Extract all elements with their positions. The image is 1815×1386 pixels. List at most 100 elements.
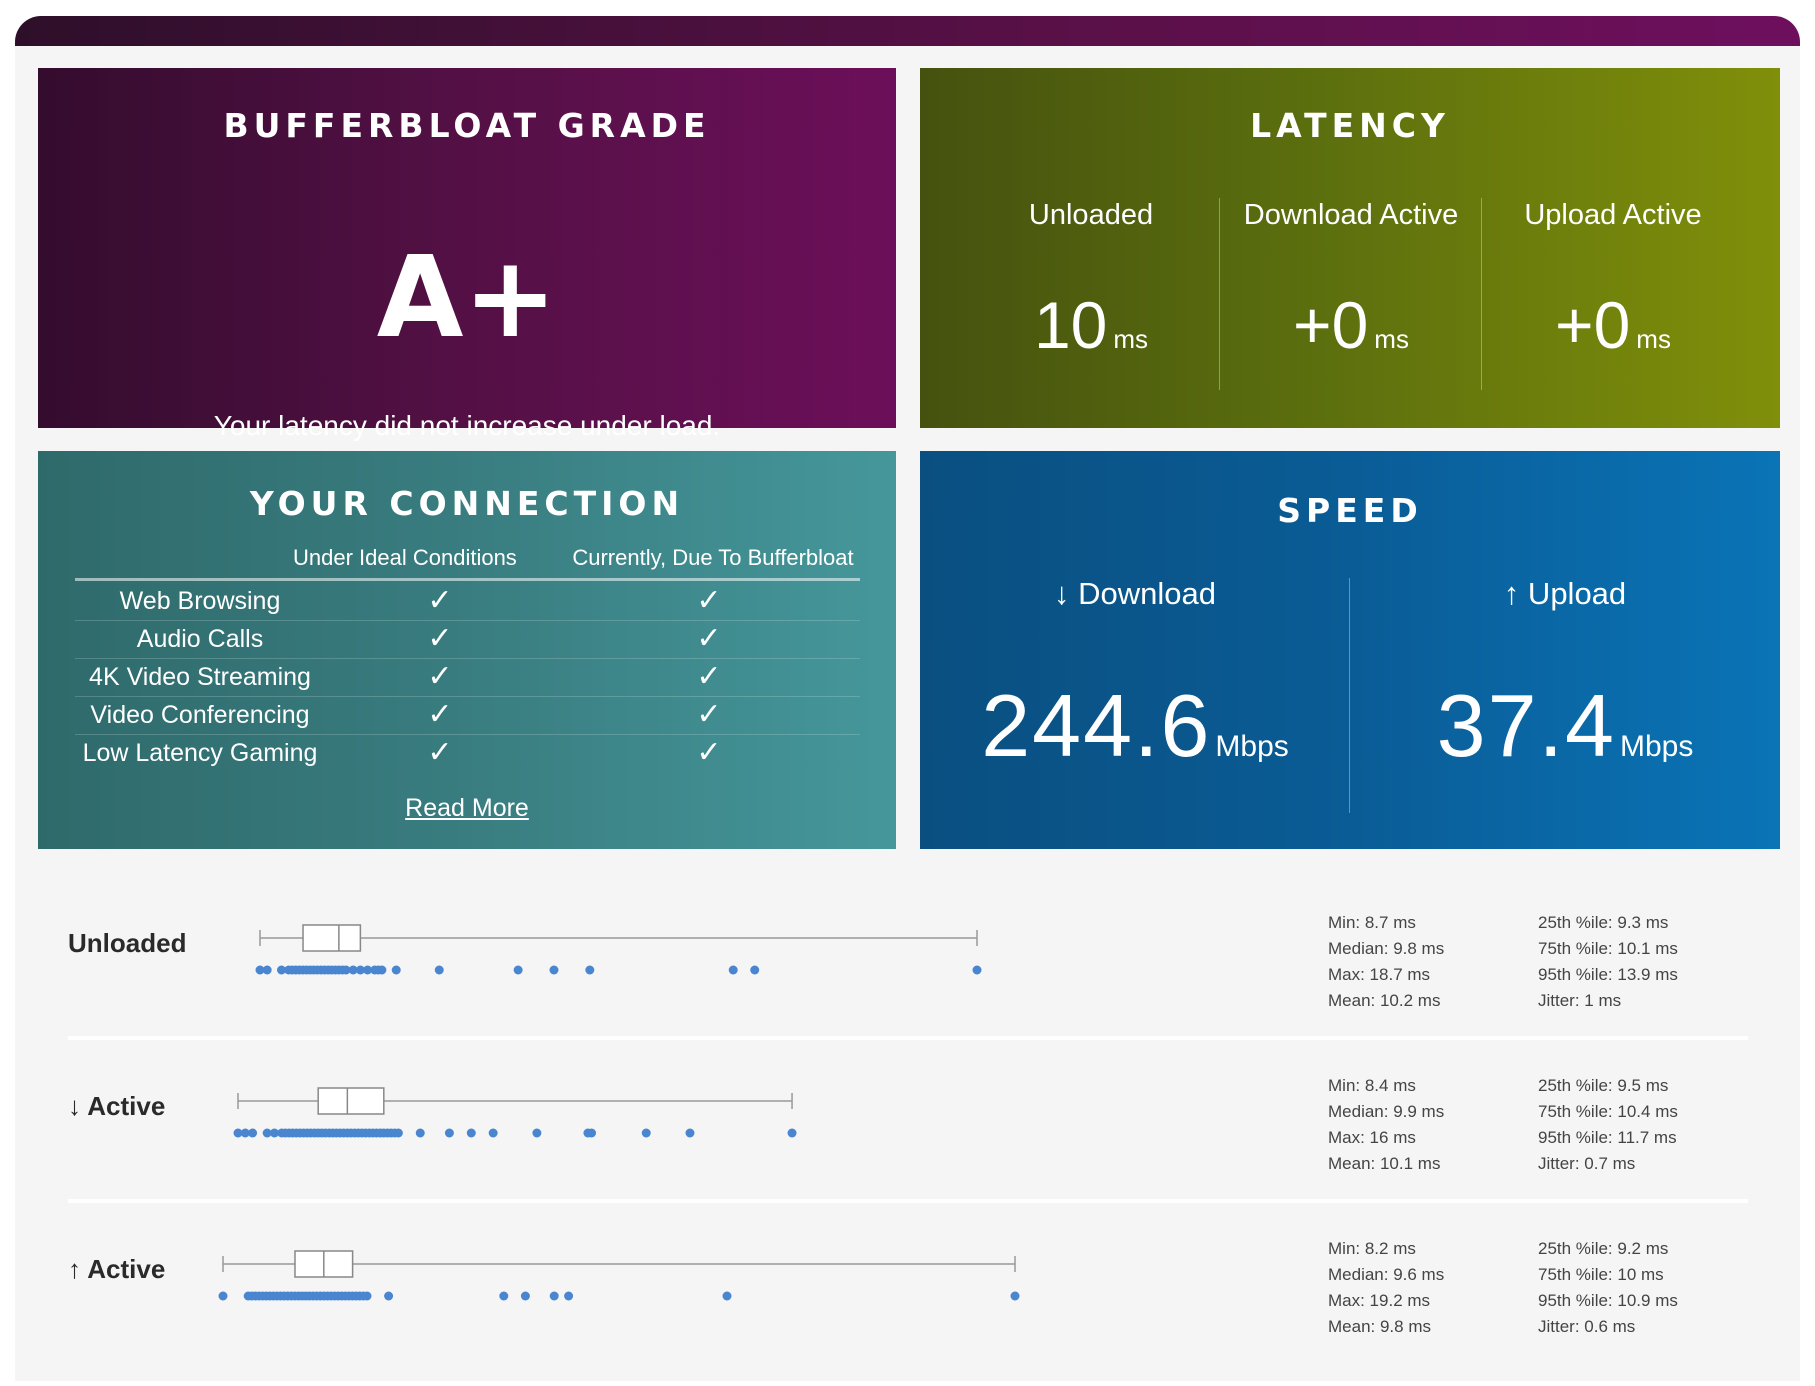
stat-p75: 75th %ile: 10.4 ms [1538,1102,1678,1121]
stat-label: Unloaded [68,928,187,958]
stat-col-left: Min: 8.7 ms Median: 9.8 ms Max: 18.7 ms … [1328,910,1444,1014]
latency-download-active: Download Active +0 ms [1220,198,1482,372]
latency-divider [1481,198,1482,390]
ideal-conditions-header: Under Ideal Conditions [293,545,517,570]
sample-dot [218,1291,228,1301]
latency-divider [1219,198,1220,390]
sample-dot [377,965,387,975]
stat-p25: 25th %ile: 9.2 ms [1538,1239,1669,1258]
iqr-box [317,1087,385,1115]
latency-unloaded: Unloaded 10 ms [960,198,1222,372]
connection-row-name: Web Browsing [119,587,281,615]
sample-dot [532,1128,542,1138]
stats-separator [68,1036,1748,1040]
stat-jitter: Jitter: 0.6 ms [1538,1317,1636,1336]
stat-min: Min: 8.7 ms [1328,913,1416,932]
sample-dot [233,1128,243,1138]
upload-label: ↑ Upload [1503,576,1627,611]
speed-title: SPEED [1277,491,1423,530]
stat-min: Min: 8.2 ms [1328,1239,1416,1258]
latency-unloaded-number: 10 [1033,288,1108,362]
stat-max: Max: 19.2 ms [1328,1291,1431,1310]
sample-dot [255,965,265,975]
stat-p95: 95th %ile: 10.9 ms [1538,1291,1678,1310]
connection-row-name: 4K Video Streaming [89,663,311,691]
download-number: 244.6 [981,676,1212,775]
latency-download-label: Download Active [1243,199,1459,231]
latency-upload-number: +0 [1555,288,1631,362]
sample-dot [363,965,373,975]
stat-p75: 75th %ile: 10.1 ms [1538,939,1678,958]
latency-unloaded-unit: ms [1113,324,1149,354]
sample-dot [355,965,365,975]
sample-dot [549,965,559,975]
upload-unit: Mbps [1619,730,1694,763]
latency-upload-label: Upload Active [1524,199,1702,231]
stat-median: Median: 9.9 ms [1328,1102,1445,1121]
grade-title: BUFFERBLOAT GRADE [223,106,711,145]
latency-title: LATENCY [1250,106,1450,145]
sample-dot [434,965,444,975]
sample-dot [972,965,982,975]
connection-row-name: Audio Calls [136,625,264,653]
stat-median: Median: 9.6 ms [1328,1265,1445,1284]
sample-dot [499,1291,509,1301]
stat-p95: 95th %ile: 13.9 ms [1538,965,1678,984]
sample-dot [587,1128,597,1138]
stat-col-right: 25th %ile: 9.3 ms 75th %ile: 10.1 ms 95t… [1538,910,1678,1014]
connection-row: 4K Video Streaming ✓ ✓ [75,658,860,697]
connection-header-rule [75,578,860,581]
sample-dot [520,1291,530,1301]
sample-dot [269,1128,279,1138]
stat-min: Min: 8.4 ms [1328,1076,1416,1095]
stat-p95: 95th %ile: 11.7 ms [1538,1128,1677,1147]
upload-number: 37.4 [1436,676,1616,775]
stat-jitter: Jitter: 0.7 ms [1538,1154,1636,1173]
stat-mean: Mean: 10.2 ms [1328,991,1441,1010]
check-icon: ✓ [696,621,722,656]
stats-separator [68,1199,1748,1203]
read-more-link[interactable]: Read More [405,794,529,822]
stat-col-right: 25th %ile: 9.5 ms 75th %ile: 10.4 ms 95t… [1538,1073,1678,1177]
sample-dot [1010,1291,1020,1301]
check-icon: ✓ [427,583,453,618]
sample-dot [585,965,595,975]
latency-unloaded-value: 10 ms [960,292,1222,372]
stat-mean: Mean: 10.1 ms [1328,1154,1441,1173]
boxplot-download-active [233,1087,797,1138]
sample-dot [348,965,358,975]
download-unit: Mbps [1215,730,1289,763]
check-icon: ✓ [427,659,453,694]
latency-upload-unit: ms [1636,324,1671,354]
sample-dot [549,1291,559,1301]
connection-row-name: Low Latency Gaming [82,739,318,767]
upload-speed: ↑ Upload 37.4 Mbps [1350,576,1780,791]
stat-label: ↑ Active [68,1254,166,1284]
latency-stats-upload-active: ↑ Active Min: 8.2 ms Median: 9.6 ms Max:… [38,1226,1778,1386]
check-icon: ✓ [696,659,722,694]
check-icon: ✓ [427,621,453,656]
download-label: ↓ Download [1054,576,1216,611]
sample-dot [415,1128,425,1138]
stat-p75: 75th %ile: 10 ms [1538,1265,1664,1284]
sample-dot [240,1128,250,1138]
check-icon: ✓ [427,697,453,732]
bufferbloat-grade-card: BUFFERBLOAT GRADE A+ Your latency did no… [38,68,896,441]
latency-upload-active: Upload Active +0 ms [1482,198,1744,372]
latency-upload-value: +0 ms [1482,292,1744,372]
sample-dot [564,1291,574,1301]
latency-card: LATENCY Unloaded 10 ms Download Active +0… [920,68,1780,428]
sample-dot [341,965,351,975]
sample-dot [393,1128,403,1138]
latency-unloaded-label: Unloaded [1028,199,1154,231]
latency-stats-unloaded: Unloaded Min: 8.7 ms Median: 9.8 ms Max:… [38,900,1778,1060]
connection-row: Video Conferencing ✓ ✓ [75,696,860,735]
connection-row: Audio Calls ✓ ✓ [75,620,860,659]
download-speed: ↓ Download 244.6 Mbps [920,576,1350,791]
connection-row-name: Video Conferencing [90,701,310,729]
upload-value: 37.4 Mbps [1350,682,1780,791]
speed-card: SPEED ↓ Download 244.6 Mbps ↑ Upload 37.4… [920,451,1780,849]
sample-dot [728,965,738,975]
download-value: 244.6 Mbps [920,682,1350,791]
check-icon: ✓ [696,697,722,732]
